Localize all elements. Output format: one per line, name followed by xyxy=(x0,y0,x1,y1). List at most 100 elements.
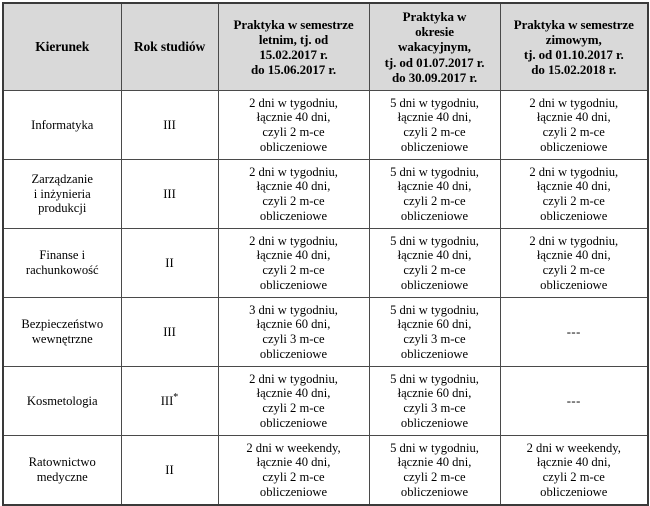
cell-line: Informatyka xyxy=(31,117,94,132)
cell-lines: --- xyxy=(504,394,645,409)
header-lines-praktyka-semestr-zimowy: Praktyka w semestrze zimowym, tj. od 01.10… xyxy=(504,17,645,77)
cell-line: obliczeniowe xyxy=(259,208,328,223)
cell-line: obliczeniowe xyxy=(400,277,469,292)
cell-okres-wakacyjny-kosmetologia: 5 dni w tygodniu, łącznie 60 dni, czyli 3 … xyxy=(368,366,501,436)
table-header: Kierunek Rok studiów Praktyka w semestrz… xyxy=(2,2,649,91)
table-row: Bezpieczeństwo wewnętrzne III 3 dni w tygod… xyxy=(2,297,649,367)
table-row: Kosmetologia III* 2 dni w tygodniu, łącznie… xyxy=(2,366,649,436)
cell-semestr-letni-informatyka: 2 dni w tygodniu, łącznie 40 dni, czyli 2 … xyxy=(217,90,370,160)
cell-lines: 5 dni w tygodniu, łącznie 60 dni, czyli 3 … xyxy=(373,303,497,361)
cell-semestr-letni-bezpieczenstwo-wewnetrzne: 3 dni w tygodniu, łącznie 60 dni, czyli 3 … xyxy=(217,297,370,367)
cell-line: obliczeniowe xyxy=(540,139,608,154)
cell-line: łącznie 40 dni, xyxy=(256,248,331,263)
column-header-praktyka-okres-wakacyjny: Praktyka w okresie wakacyjnym, tj. od 01.07… xyxy=(368,2,501,91)
header-line: Kierunek xyxy=(35,39,90,55)
cell-line: --- xyxy=(566,393,581,408)
cell-line: obliczeniowe xyxy=(259,277,328,292)
cell-line: czyli 2 m-ce xyxy=(262,125,325,139)
cell-rok-studiow-ratownictwo-medyczne: II xyxy=(120,435,219,506)
cell-line: łącznie 60 dni, xyxy=(256,317,331,332)
cell-rok-studiow-informatyka: III xyxy=(120,90,219,160)
cell-kierunek-zarzadzanie-i-inzynieria-produkcji: Zarządzanie i inżynieria produkcji xyxy=(2,159,122,229)
header-line: do 15.06.2017 r. xyxy=(251,62,336,78)
year-value: II xyxy=(165,255,174,270)
cell-line: rachunkowość xyxy=(25,263,99,277)
cell-line: wewnętrzne xyxy=(31,332,93,346)
table-row: Informatyka III 2 dni w tygodniu, łącznie 4… xyxy=(2,90,649,160)
cell-line: łącznie 40 dni, xyxy=(397,248,472,263)
cell-line: łącznie 40 dni, xyxy=(536,455,611,470)
cell-line: obliczeniowe xyxy=(400,346,469,361)
table-row: Zarządzanie i inżynieria produkcji III 2 dni… xyxy=(2,159,649,229)
cell-line: 2 dni w tygodniu, xyxy=(249,233,338,248)
cell-lines: Bezpieczeństwo wewnętrzne xyxy=(7,317,118,346)
cell-line: czyli 3 m-ce xyxy=(403,401,466,415)
header-lines-praktyka-okres-wakacyjny: Praktyka w okresie wakacyjnym, tj. od 01.07… xyxy=(373,9,497,84)
cell-lines: 5 dni w tygodniu, łącznie 40 dni, czyli 2 … xyxy=(373,441,497,499)
cell-line: czyli 2 m-ce xyxy=(262,401,325,415)
cell-line: Zarządzanie xyxy=(31,172,94,187)
table-row: Ratownictwo medyczne II 2 dni w weekendy, łą… xyxy=(2,435,649,506)
cell-rok-studiow-zarzadzanie-i-inzynieria-produkcji: III xyxy=(120,159,219,229)
cell-lines: 5 dni w tygodniu, łącznie 40 dni, czyli 2 … xyxy=(373,96,497,154)
cell-line: czyli 2 m-ce xyxy=(262,263,325,277)
cell-lines: 5 dni w tygodniu, łącznie 40 dni, czyli 2 … xyxy=(373,234,497,292)
header-lines-rok-studiow: Rok studiów xyxy=(125,39,215,55)
cell-line: łącznie 40 dni, xyxy=(536,110,611,125)
cell-line: 5 dni w tygodniu, xyxy=(390,440,479,455)
header-line: Praktyka w xyxy=(402,9,467,25)
header-line: okresie xyxy=(415,24,454,40)
cell-line: 5 dni w tygodniu, xyxy=(390,95,479,110)
header-line: wakacyjnym, xyxy=(398,39,471,55)
cell-lines: 2 dni w weekendy, łącznie 40 dni, czyli 2 … xyxy=(504,441,645,499)
header-line: 15.02.2017 r. xyxy=(259,47,328,62)
cell-semestr-zimowy-ratownictwo-medyczne: 2 dni w weekendy, łącznie 40 dni, czyli 2 … xyxy=(499,435,649,506)
column-header-rok-studiow: Rok studiów xyxy=(120,2,219,91)
cell-line: czyli 2 m-ce xyxy=(262,470,325,484)
year-value: III xyxy=(163,186,176,201)
cell-semestr-letni-kosmetologia: 2 dni w tygodniu, łącznie 40 dni, czyli 2 … xyxy=(217,366,370,436)
cell-line: łącznie 40 dni, xyxy=(256,455,331,470)
cell-lines: 2 dni w tygodniu, łącznie 40 dni, czyli 2 … xyxy=(222,96,366,154)
cell-line: Ratownictwo xyxy=(28,455,96,470)
cell-line: medyczne xyxy=(36,470,88,484)
cell-okres-wakacyjny-bezpieczenstwo-wewnetrzne: 5 dni w tygodniu, łącznie 60 dni, czyli 3 … xyxy=(368,297,501,367)
cell-okres-wakacyjny-finanse-i-rachunkowosc: 5 dni w tygodniu, łącznie 40 dni, czyli 2 … xyxy=(368,228,501,298)
cell-line: obliczeniowe xyxy=(540,208,608,223)
cell-line: obliczeniowe xyxy=(540,277,608,292)
year-value: III xyxy=(163,324,176,339)
cell-line: obliczeniowe xyxy=(259,415,328,430)
cell-line: 2 dni w tygodniu, xyxy=(529,233,619,248)
cell-line: czyli 2 m-ce xyxy=(542,125,605,139)
cell-line: 2 dni w tygodniu, xyxy=(529,95,619,110)
year-value: II xyxy=(165,462,174,477)
year-value: III xyxy=(163,117,176,132)
cell-line: Bezpieczeństwo xyxy=(21,317,104,332)
cell-okres-wakacyjny-zarzadzanie-i-inzynieria-produkcji: 5 dni w tygodniu, łącznie 40 dni, czyli 2 … xyxy=(368,159,501,229)
header-line: Praktyka w semestrze xyxy=(513,16,634,32)
cell-lines: Informatyka xyxy=(7,118,118,133)
cell-okres-wakacyjny-ratownictwo-medyczne: 5 dni w tygodniu, łącznie 40 dni, czyli 2 … xyxy=(368,435,501,506)
cell-rok-studiow-finanse-i-rachunkowosc: II xyxy=(120,228,219,298)
cell-line: czyli 3 m-ce xyxy=(403,332,466,346)
footnote-asterisk: * xyxy=(173,391,179,403)
header-line: letnim, tj. od xyxy=(258,31,329,47)
column-header-kierunek: Kierunek xyxy=(2,2,122,91)
cell-line: i inżynieria xyxy=(33,186,91,201)
cell-line: 5 dni w tygodniu, xyxy=(390,233,479,248)
table-body: Informatyka III 2 dni w tygodniu, łącznie 4… xyxy=(2,90,649,506)
table-row: Finanse i rachunkowość II 2 dni w tygodniu,… xyxy=(2,228,649,298)
header-line: do 15.02.2018 r. xyxy=(531,62,617,78)
cell-lines: Zarządzanie i inżynieria produkcji xyxy=(7,172,118,216)
cell-lines: --- xyxy=(504,325,645,340)
cell-line: obliczeniowe xyxy=(259,139,328,154)
cell-line: Kosmetologia xyxy=(26,393,98,408)
cell-line: obliczeniowe xyxy=(540,484,608,499)
cell-kierunek-informatyka: Informatyka xyxy=(2,90,122,160)
header-line: Praktyka w semestrze xyxy=(233,16,354,32)
header-line: Rok studiów xyxy=(133,39,206,55)
cell-line: 2 dni w tygodniu, xyxy=(249,371,338,386)
column-header-praktyka-semestr-letni: Praktyka w semestrze letnim, tj. od 15.02.… xyxy=(217,2,370,91)
cell-rok-studiow-bezpieczenstwo-wewnetrzne: III xyxy=(120,297,219,367)
